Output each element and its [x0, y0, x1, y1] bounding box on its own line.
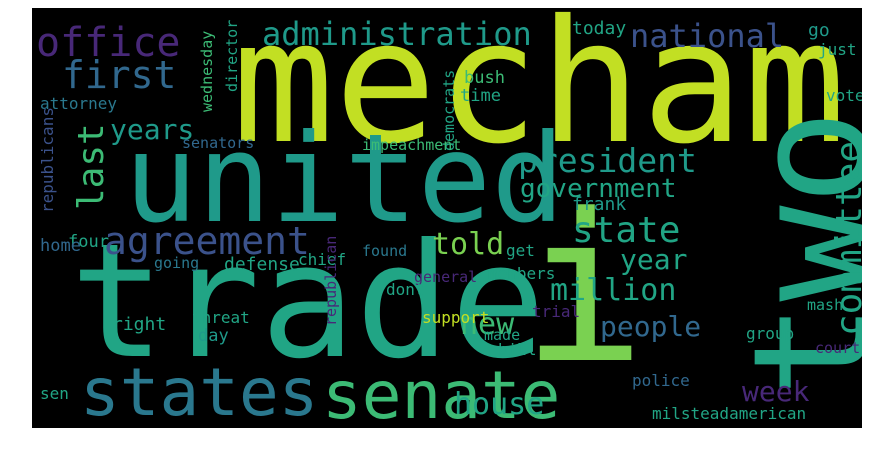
word-go: go	[808, 20, 830, 41]
word-agreement: agreement	[104, 219, 310, 263]
word-home: home	[40, 236, 81, 256]
word-four: four	[68, 232, 109, 252]
word-senators: senators	[182, 134, 255, 152]
word-members: members	[488, 264, 556, 283]
word-police: police	[632, 371, 690, 390]
word-i: i	[522, 171, 646, 409]
word-week: week	[742, 375, 810, 408]
word-people: people	[600, 310, 702, 343]
word-republican: republican	[322, 235, 340, 326]
word-mash: mash	[807, 296, 844, 314]
word-right: right	[112, 314, 167, 335]
word-states: states	[80, 354, 319, 428]
word-threat: threat	[192, 308, 250, 327]
word-sen: sen	[40, 384, 69, 403]
word-president: president	[518, 141, 697, 180]
word-new: new	[460, 307, 515, 342]
word-today: today	[572, 18, 627, 39]
word-told: told	[432, 227, 505, 262]
word-state: state	[572, 210, 681, 251]
word-government: government	[520, 174, 677, 204]
word-year: year	[620, 243, 688, 276]
word-time: time	[460, 86, 501, 106]
word-cloud: mecham united trade i two states senate office a…	[32, 8, 862, 428]
word-group: group	[746, 324, 795, 343]
word-wednesday: wednesday	[198, 30, 216, 112]
word-defense: defense	[224, 254, 300, 275]
word-million: million	[550, 273, 677, 308]
word-vote: vote	[826, 86, 862, 105]
word-general: general	[414, 268, 478, 286]
word-administration: administration	[262, 15, 532, 53]
word-trial: trial	[532, 302, 581, 321]
word-chief: chief	[298, 250, 347, 269]
word-dont: dont	[386, 280, 425, 299]
word-frank: frank	[572, 194, 627, 215]
word-court: court	[815, 339, 861, 357]
word-last: last	[71, 123, 112, 210]
word-bill: bill	[498, 340, 537, 359]
word-day: day	[198, 326, 229, 346]
word-national: national	[630, 17, 785, 55]
word-office: office	[36, 20, 181, 66]
word-years: years	[110, 113, 195, 146]
word-get: get	[506, 241, 535, 260]
word-going: going	[154, 254, 200, 272]
word-director: director	[223, 19, 241, 92]
word-united: united	[124, 108, 565, 250]
word-senate: senate	[322, 357, 561, 429]
word-mecham: mecham	[232, 8, 847, 182]
word-made: made	[484, 326, 521, 344]
word-republicans: republicans	[38, 107, 57, 213]
word-just: just	[818, 40, 857, 59]
word-attorney: attorney	[40, 94, 118, 113]
word-found: found	[362, 242, 408, 260]
word-bush: bush	[464, 68, 505, 88]
word-trade: trade	[70, 210, 546, 394]
word-milsteadamerican: milsteadamerican	[652, 404, 807, 423]
word-impeachment: impeachment	[362, 136, 462, 154]
word-house: house	[454, 387, 545, 422]
word-first: first	[62, 53, 177, 97]
word-support: support	[422, 308, 490, 327]
